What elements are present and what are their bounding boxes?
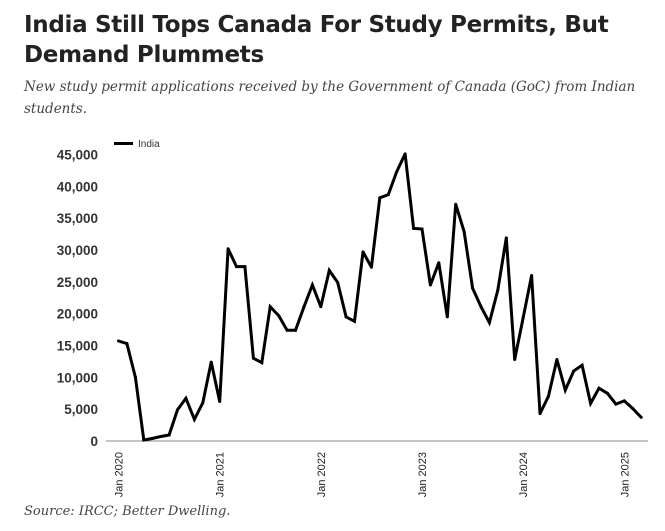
data-point [344,315,348,319]
data-point [487,321,491,325]
data-point [546,394,550,398]
data-point [462,230,466,233]
data-point [268,305,272,309]
y-tick-label: 5,000 [64,402,98,417]
data-point [369,265,373,269]
data-point [403,152,407,156]
y-tick-label: 40,000 [57,179,98,194]
data-point [504,236,508,240]
data-point [336,281,340,284]
data-point [235,265,238,269]
data-point [496,288,500,292]
data-point [513,358,517,361]
y-tick-label: 25,000 [57,275,98,290]
data-point [150,437,154,440]
data-point [538,412,542,416]
data-point [294,328,297,332]
data-point [378,196,382,200]
source-note: Source: IRCC; Better Dwelling. [24,504,231,519]
y-tick-label: 0 [90,434,98,449]
data-point [386,193,390,197]
data-point [192,417,196,421]
data-point [184,396,188,400]
data-point [437,261,441,265]
data-point [251,356,255,360]
x-tick-label: Jan 2020 [114,452,126,497]
chart-title: India Still Tops Canada For Study Permit… [24,12,609,68]
data-point [310,283,314,287]
data-point [605,391,609,395]
x-tick-label: Jan 2023 [417,452,429,497]
chart-subtitle: New study permit applications received b… [24,79,636,117]
x-tick-label: Jan 2022 [316,452,328,497]
data-point [226,247,230,251]
data-point [142,438,146,442]
data-point [454,202,458,206]
data-point [361,250,365,254]
data-point [319,305,323,309]
data-point [176,408,179,412]
data-point [555,358,559,361]
x-axis: Jan 2020 Jan 2021 Jan 2022 Jan 2023 Jan 2024… [114,452,632,497]
y-tick-label: 35,000 [57,211,98,226]
data-point [614,402,618,406]
data-point [563,388,567,392]
data-point [243,265,247,269]
data-point [117,339,120,343]
data-point [412,226,416,230]
data-point [201,401,205,405]
data-point [639,415,643,419]
data-point [597,386,601,390]
series-group [117,152,643,442]
data-point [285,328,289,332]
data-point [479,305,483,309]
y-tick-label: 20,000 [57,307,98,322]
data-point [428,283,432,287]
data-point [209,360,213,364]
data-point [302,305,306,309]
data-point [159,435,163,438]
data-point [133,375,137,379]
data-point [471,286,475,290]
data-point [218,400,222,403]
data-point [631,407,635,410]
data-point [622,399,626,403]
data-point [589,401,593,405]
data-point [580,363,584,367]
legend-label-india: India [138,139,160,150]
data-point [530,274,534,277]
y-tick-label: 45,000 [57,148,98,163]
x-tick-label: Jan 2021 [215,452,227,497]
data-point [125,342,129,346]
data-point [445,315,449,319]
data-point [353,319,356,323]
data-point [572,369,576,373]
data-point [395,170,399,174]
data-point [420,227,424,231]
x-tick-label: Jan 2025 [619,452,631,497]
data-point [327,268,331,272]
y-tick-label: 30,000 [57,243,98,258]
legend: India [114,139,160,150]
data-point [167,433,171,437]
y-axis: 0 5,000 10,000 15,000 20,000 25,000 30,000 35,0… [57,148,98,450]
y-tick-label: 15,000 [57,339,98,354]
data-point [260,361,264,365]
data-point [521,316,525,320]
y-tick-label: 10,000 [57,370,98,385]
data-point [277,314,281,318]
x-tick-label: Jan 2024 [518,452,530,497]
